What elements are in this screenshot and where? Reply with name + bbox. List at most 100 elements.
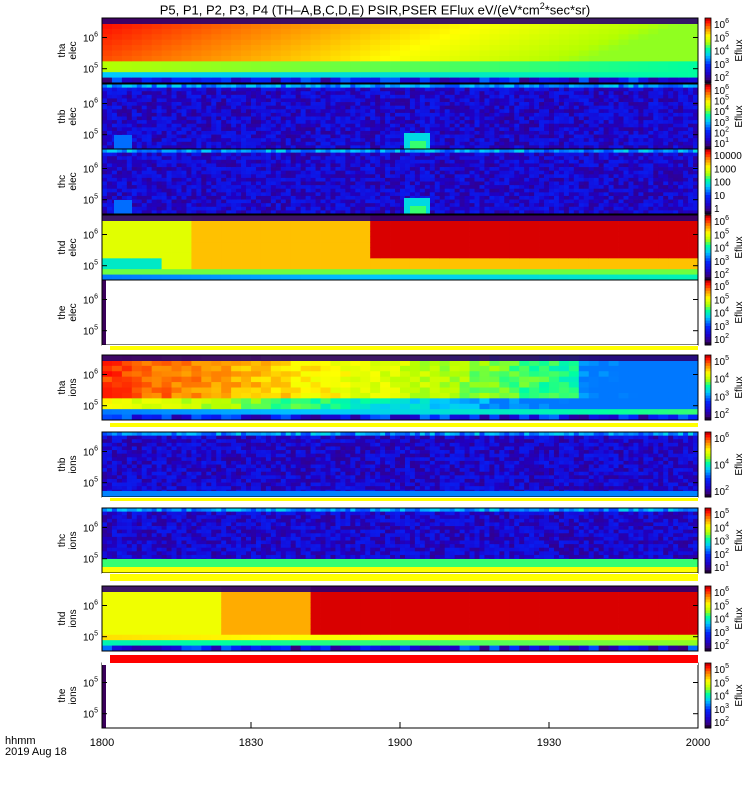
y-axis-label-9: the ions — [57, 686, 79, 704]
colorbar-tick-label: 101 — [714, 137, 729, 150]
y-tick-label: 106 — [83, 369, 98, 382]
colorbar-tick-label: 104 — [714, 373, 729, 386]
probe-label: tha — [57, 43, 68, 57]
heatmap-1 — [102, 84, 699, 150]
colorbar-2: 10000 1000 100 10 1 — [704, 148, 742, 215]
species-label: ions — [68, 531, 79, 549]
probe-label: thd — [57, 612, 68, 626]
colorbar-tick-label: 102 — [714, 333, 729, 346]
probe-label: the — [57, 688, 68, 702]
colorbar-label: Eflux — [734, 453, 745, 475]
heatmap-3 — [102, 215, 699, 281]
colorbar-tick-label: 102 — [714, 639, 729, 652]
colorbar-tick-label: 105 — [714, 599, 729, 612]
colorbar-tick-label: 105 — [714, 95, 729, 108]
probe-label: thd — [57, 241, 68, 255]
x-tick-label: 1930 — [537, 737, 561, 749]
y-tick-label: 105 — [83, 194, 98, 207]
panel-frame — [101, 354, 699, 421]
y-axis-label-0: tha elec — [57, 41, 79, 59]
colorbar-tick-label: 103 — [714, 116, 729, 129]
panel-frame — [101, 148, 699, 215]
colorbar-tick-label: 102 — [714, 71, 729, 84]
colorbar-tick-label: 105 — [714, 663, 729, 676]
colorbar-tick-label: 106 — [714, 586, 729, 599]
colorbar-tick-label: 106 — [714, 84, 729, 97]
y-axis-label-2: thc elec — [57, 172, 79, 190]
x-tick-label: 1830 — [239, 737, 263, 749]
heatmap-9 — [102, 663, 698, 728]
colorbar-tick-label: 104 — [714, 105, 729, 118]
colorbar-tick-label: 101 — [714, 561, 729, 574]
y-axis-label-7: thc ions — [57, 531, 79, 549]
y-axis-9: 105 105 — [83, 677, 698, 721]
y-tick-label: 105 — [83, 129, 98, 142]
species-label: elec — [68, 41, 79, 59]
species-label: ions — [68, 455, 79, 473]
colorbar-label: Eflux — [734, 236, 745, 258]
y-tick-label: 105 — [83, 677, 98, 690]
y-axis-8: 106 105 — [83, 600, 698, 644]
heatmap-2 — [102, 149, 699, 215]
ephemeris-bar — [110, 498, 698, 501]
colorbar-tick-label: 104 — [714, 690, 729, 703]
panel-frame — [101, 17, 699, 84]
colorbar-tick-label: 103 — [714, 255, 729, 268]
y-tick-label: 106 — [83, 600, 98, 613]
y-tick-label: 106 — [83, 163, 98, 176]
colorbar-tick-label: 105 — [714, 293, 729, 306]
heatmap-8 — [102, 586, 699, 652]
y-tick-label: 105 — [83, 631, 98, 644]
colorbar-tick-label: 104 — [714, 242, 729, 255]
y-tick-label: 106 — [83, 32, 98, 45]
colorbar-tick-label: 103 — [714, 535, 729, 548]
y-axis-7: 106 105 — [83, 522, 698, 566]
y-axis-4: 106 105 — [83, 294, 698, 338]
colorbar-tick-label: 1000 — [714, 164, 737, 175]
y-axis-label-3: thd elec — [57, 238, 79, 256]
species-label: ions — [68, 378, 79, 396]
ephemeris-bar — [110, 655, 698, 663]
heatmap-7 — [102, 508, 699, 574]
colorbar-tick-label: 104 — [714, 521, 729, 534]
colorbar-tick-label: 104 — [714, 613, 729, 626]
x-tick-label: 1800 — [90, 737, 114, 749]
colorbar-label: Eflux — [734, 105, 745, 127]
colorbar-tick-label: 106 — [714, 18, 729, 31]
probe-label: thb — [57, 109, 68, 123]
colorbar-label: Eflux — [734, 684, 745, 706]
colorbar-tick-label: 100 — [714, 178, 731, 189]
y-tick-label: 105 — [83, 63, 98, 76]
species-label: ions — [68, 609, 79, 627]
heatmap-4 — [102, 280, 698, 345]
colorbar-tick-label: 106 — [714, 280, 729, 293]
x-tick-label: 2000 — [686, 737, 710, 749]
colorbar-tick-label: 105 — [714, 31, 729, 44]
colorbar-tick-label: 102 — [714, 716, 729, 729]
y-axis-label-5: tha ions — [57, 378, 79, 396]
colorbar-tick-label: 104 — [714, 307, 729, 320]
y-tick-label: 106 — [83, 446, 98, 459]
colorbar-tick-label: 10 — [714, 191, 726, 202]
y-axis-label-8: thd ions — [57, 609, 79, 627]
probe-label: tha — [57, 380, 68, 394]
y-tick-label: 105 — [83, 260, 98, 273]
y-axis-0: 106 105 — [83, 32, 698, 76]
colorbar-tick-label: 103 — [714, 703, 729, 716]
colorbar-tick-label: 102 — [714, 408, 729, 421]
colorbar-tick-label: 105 — [714, 355, 729, 368]
y-tick-label: 105 — [83, 708, 98, 721]
colorbar-tick-label: 102 — [714, 548, 729, 561]
heatmap-5 — [102, 355, 699, 421]
y-axis-2: 106 105 — [83, 163, 698, 207]
probe-label: thc — [57, 534, 68, 547]
species-label: elec — [68, 172, 79, 190]
y-axis-label-4: the elec — [57, 303, 79, 321]
y-tick-label: 106 — [83, 294, 98, 307]
y-tick-label: 106 — [83, 229, 98, 242]
